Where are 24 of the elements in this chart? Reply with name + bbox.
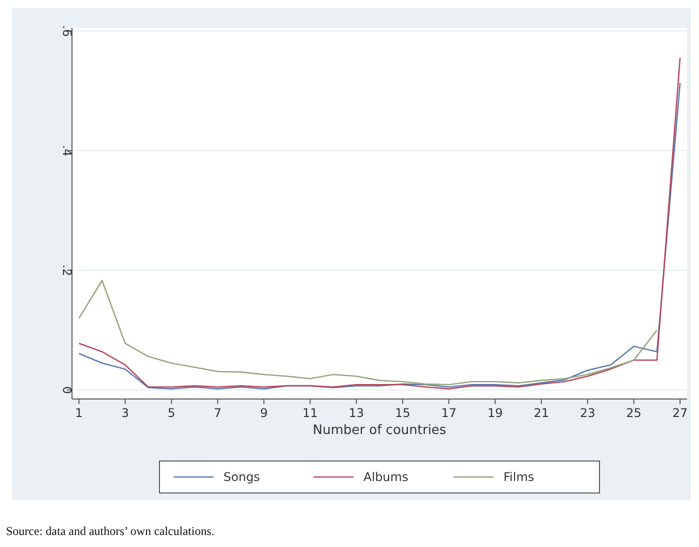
x-tick-label: 23 xyxy=(580,406,596,420)
legend-label: Films xyxy=(504,470,534,484)
x-tick-label: 11 xyxy=(302,406,318,420)
y-tick-label: .2 xyxy=(60,264,74,276)
x-tick-label: 3 xyxy=(121,406,129,420)
x-tick-label: 13 xyxy=(348,406,364,420)
x-tick-label: 25 xyxy=(626,406,642,420)
x-tick-label: 17 xyxy=(441,406,456,420)
y-tick-label: .6 xyxy=(60,25,74,37)
x-tick-label: 5 xyxy=(168,406,176,420)
line-series xyxy=(78,280,658,386)
legend-label: Songs xyxy=(224,470,260,484)
x-tick-label: 1 xyxy=(75,406,83,420)
x-tick-label: 21 xyxy=(534,406,549,420)
x-axis-title: Number of countries xyxy=(312,423,446,438)
x-tick-label: 19 xyxy=(487,406,503,420)
y-tick-label: .4 xyxy=(60,144,74,156)
x-tick-label: 9 xyxy=(260,406,268,420)
source-note: Source: data and authors’ own calculations. xyxy=(6,524,214,538)
legend-label: Albums xyxy=(364,470,408,484)
x-tick-label: 15 xyxy=(394,406,410,420)
x-tick-label: 7 xyxy=(214,406,222,420)
x-tick-label: 27 xyxy=(672,406,688,420)
y-tick-label: 0 xyxy=(60,386,74,394)
